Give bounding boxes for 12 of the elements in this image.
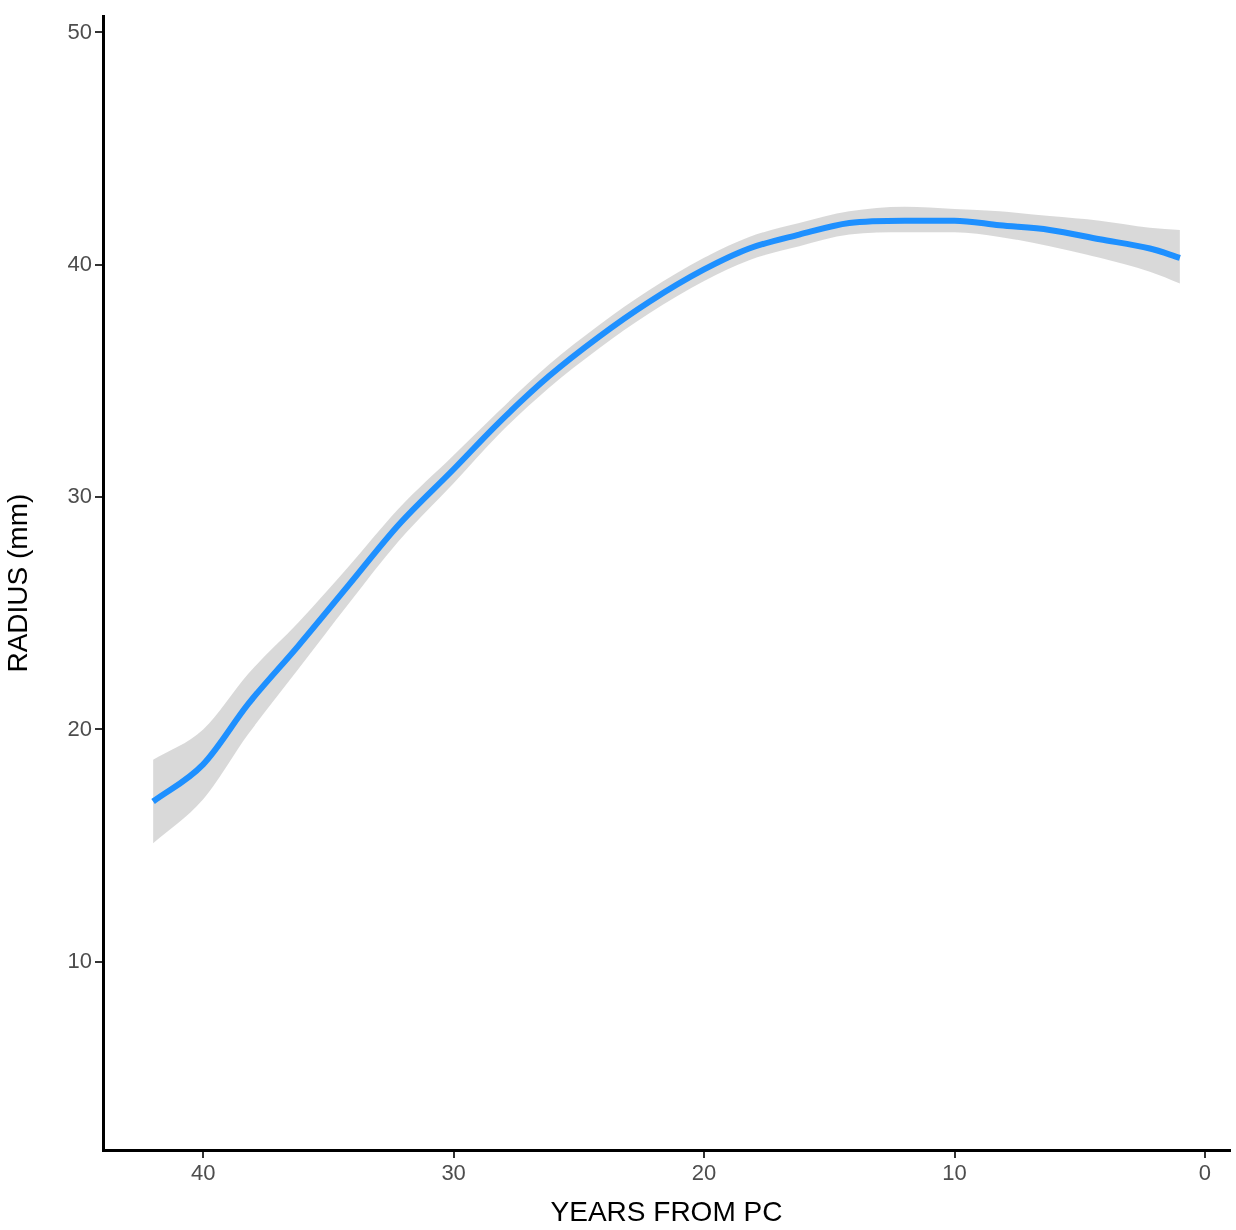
y-tick-label: 40	[67, 250, 92, 276]
x-tick-label: 10	[942, 1160, 967, 1186]
y-tick-label: 20	[67, 715, 92, 741]
x-tick-label: 0	[1198, 1160, 1212, 1186]
y-tick-label: 50	[67, 18, 92, 44]
y-axis-title: RADIUS (mm)	[1, 493, 33, 673]
x-tick-label: 30	[441, 1160, 466, 1186]
y-tick-label: 30	[67, 483, 92, 509]
x-tick-label: 20	[691, 1160, 717, 1186]
x-tick-label: 40	[190, 1160, 216, 1186]
y-tick-label: 10	[67, 947, 92, 973]
x-axis-title: YEARS FROM PC	[550, 1195, 783, 1227]
